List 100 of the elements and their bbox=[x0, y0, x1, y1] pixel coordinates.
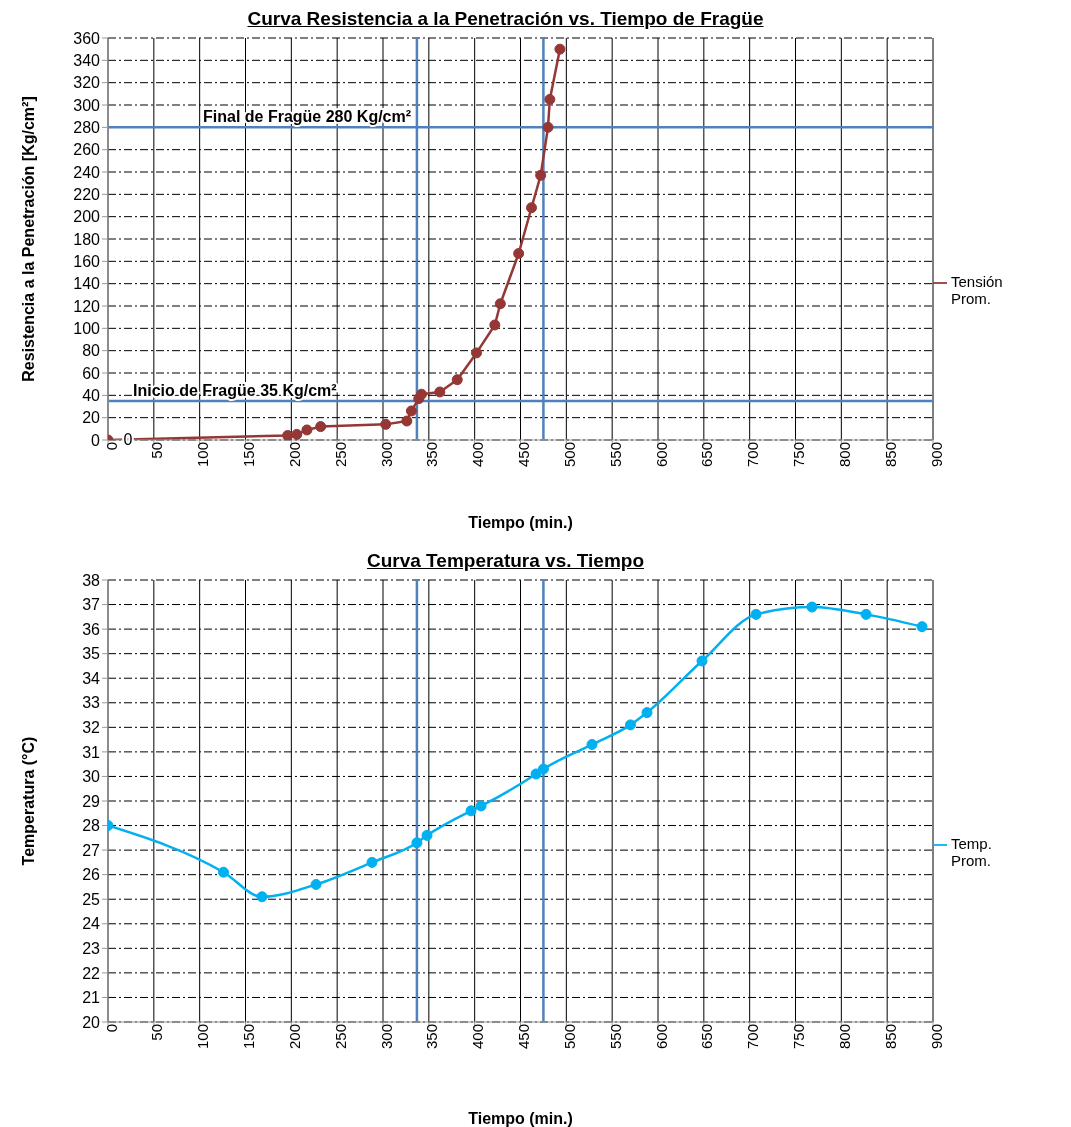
y-tick-label: 320 bbox=[73, 74, 101, 92]
point bbox=[542, 121, 554, 133]
y-tick-label: 30 bbox=[82, 768, 101, 786]
x-tick-label: 300 bbox=[377, 442, 395, 468]
x-tick-label: 700 bbox=[744, 442, 762, 468]
legend-label: Tensión Prom. bbox=[951, 273, 1004, 307]
x-tick-label: 0 bbox=[102, 442, 120, 451]
y-tick-label: 34 bbox=[82, 669, 101, 687]
x-tick-label: 300 bbox=[377, 1024, 395, 1050]
point bbox=[465, 805, 477, 817]
y-tick-label: 340 bbox=[73, 52, 101, 70]
point bbox=[411, 837, 423, 849]
point bbox=[380, 418, 392, 430]
y-tick-label: 35 bbox=[82, 645, 101, 663]
point bbox=[494, 298, 506, 310]
y-tick-label: 32 bbox=[82, 719, 101, 737]
point bbox=[310, 878, 322, 890]
x-tick-label: 750 bbox=[790, 442, 808, 468]
point bbox=[282, 430, 294, 440]
x-tick-label: 350 bbox=[423, 442, 441, 468]
point bbox=[586, 739, 598, 751]
y-axis-title: Temperatura (°C) bbox=[19, 736, 37, 866]
point bbox=[451, 374, 463, 386]
y-tick-label: 25 bbox=[82, 890, 101, 908]
x-tick-label: 250 bbox=[331, 1024, 349, 1050]
x-tick-label: 200 bbox=[285, 442, 303, 468]
point bbox=[256, 891, 268, 903]
point bbox=[434, 386, 446, 398]
point bbox=[916, 621, 928, 633]
x-tick-label: 50 bbox=[148, 1024, 166, 1041]
point bbox=[291, 428, 303, 440]
x-tick-label: 400 bbox=[469, 442, 487, 468]
y-tick-label: 27 bbox=[82, 841, 101, 859]
x-axis-title: Tiempo (min.) bbox=[468, 514, 573, 531]
point bbox=[405, 405, 417, 417]
point bbox=[526, 202, 537, 214]
x-tick-label: 850 bbox=[881, 442, 899, 468]
y-tick-label: 38 bbox=[82, 571, 101, 589]
y-tick-label: 33 bbox=[82, 694, 101, 712]
x-tick-label: 800 bbox=[835, 442, 853, 468]
point bbox=[218, 866, 229, 878]
point bbox=[315, 421, 327, 433]
x-tick-label: 50 bbox=[148, 442, 166, 459]
y-tick-label: 40 bbox=[82, 387, 101, 405]
x-tick-label: 900 bbox=[927, 442, 945, 468]
y-tick-label: 200 bbox=[73, 208, 101, 226]
x-tick-label: 450 bbox=[515, 442, 533, 468]
y-tick-label: 36 bbox=[82, 620, 101, 638]
x-tick-label: 350 bbox=[423, 1024, 441, 1050]
point bbox=[537, 763, 549, 775]
x-tick-label: 650 bbox=[698, 1024, 716, 1050]
x-tick-label: 250 bbox=[331, 442, 349, 468]
x-tick-label: 800 bbox=[835, 1024, 853, 1050]
x-tick-label: 100 bbox=[194, 442, 212, 468]
chart-title: Curva Resistencia a la Penetración vs. Tiempo de Fragüe bbox=[246, 8, 765, 30]
point bbox=[421, 829, 433, 841]
y-tick-label: 240 bbox=[73, 163, 101, 181]
y-tick-label: 26 bbox=[82, 866, 101, 884]
y-tick-label: 22 bbox=[82, 964, 101, 982]
x-tick-label: 450 bbox=[515, 1024, 533, 1050]
y-tick-label: 280 bbox=[73, 119, 101, 137]
y-tick-label: 29 bbox=[82, 792, 101, 810]
x-tick-label: 550 bbox=[606, 1024, 624, 1050]
point bbox=[641, 707, 653, 719]
point bbox=[554, 43, 566, 55]
y-tick-label: 120 bbox=[73, 297, 101, 315]
point bbox=[860, 608, 872, 620]
y-tick-label: 360 bbox=[73, 29, 101, 47]
legend-label: Temp. Prom. bbox=[951, 835, 993, 869]
y-tick-label: 28 bbox=[82, 817, 101, 835]
point bbox=[416, 388, 427, 400]
x-tick-label: 0 bbox=[102, 1024, 120, 1033]
point bbox=[475, 800, 487, 812]
y-tick-label: 100 bbox=[73, 320, 101, 338]
point bbox=[471, 347, 482, 359]
y-tick-label: 260 bbox=[73, 141, 101, 159]
y-tick-label: 220 bbox=[73, 186, 101, 204]
x-tick-label: 500 bbox=[560, 1024, 578, 1050]
x-tick-label: 850 bbox=[881, 1024, 899, 1050]
x-tick-label: 500 bbox=[560, 442, 578, 468]
point bbox=[544, 93, 556, 105]
y-tick-label: 60 bbox=[82, 364, 101, 382]
point bbox=[513, 248, 525, 260]
x-tick-label: 200 bbox=[285, 1024, 303, 1050]
y-tick-label: 180 bbox=[73, 230, 101, 248]
y-tick-label: 21 bbox=[82, 989, 101, 1007]
x-tick-label: 600 bbox=[652, 1024, 670, 1050]
point bbox=[806, 601, 818, 613]
y-tick-label: 160 bbox=[73, 253, 101, 271]
y-tick-label: 23 bbox=[82, 940, 101, 958]
point bbox=[301, 424, 313, 436]
y-tick-label: 31 bbox=[82, 743, 101, 761]
point bbox=[366, 856, 378, 868]
point bbox=[625, 719, 636, 731]
y-tick-label: 300 bbox=[73, 96, 101, 114]
x-tick-label: 700 bbox=[744, 1024, 762, 1050]
x-tick-label: 400 bbox=[469, 1024, 487, 1050]
y-tick-label: 140 bbox=[73, 275, 101, 293]
x-tick-label: 900 bbox=[927, 1024, 945, 1050]
y-tick-label: 24 bbox=[82, 915, 101, 933]
